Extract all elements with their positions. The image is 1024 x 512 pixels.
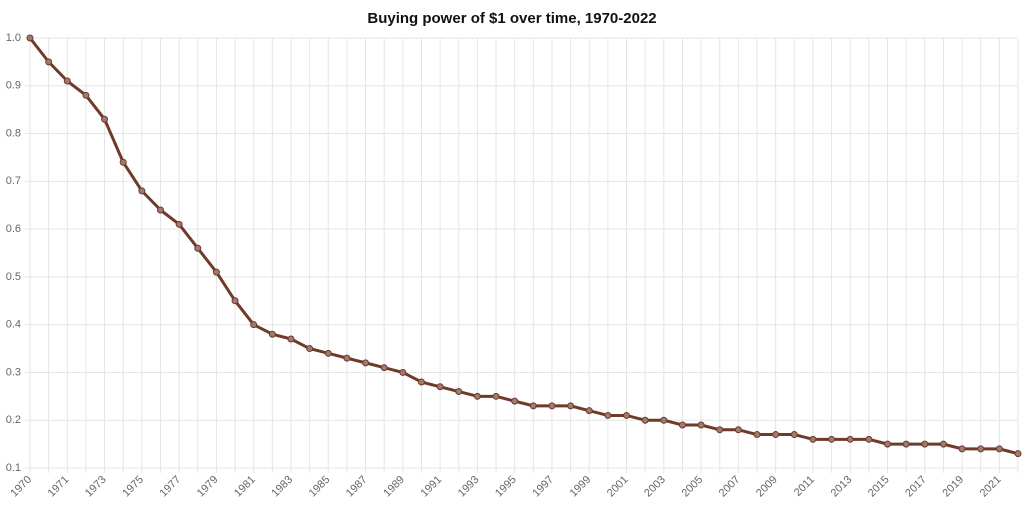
- x-tick-label: 1999: [568, 474, 594, 500]
- x-tick-label: 1991: [418, 474, 444, 500]
- x-tick-label: 1983: [269, 474, 295, 500]
- point: [63, 77, 71, 85]
- x-tick-label: 1993: [456, 474, 482, 500]
- point: [567, 402, 575, 410]
- point: [921, 440, 929, 448]
- point: [511, 397, 519, 405]
- y-tick-label: 0.4: [6, 319, 21, 331]
- y-tick-label: 0.8: [6, 127, 21, 139]
- point: [362, 359, 370, 367]
- point: [82, 91, 90, 99]
- point: [958, 445, 966, 453]
- x-tick-label: 1987: [344, 474, 370, 500]
- point: [436, 383, 444, 391]
- point: [734, 426, 742, 434]
- point: [623, 411, 631, 419]
- chart-title: Buying power of $1 over time, 1970-2022: [367, 10, 656, 27]
- point: [809, 435, 817, 443]
- point: [753, 431, 761, 439]
- point: [287, 335, 295, 343]
- x-tick-label: 1997: [530, 474, 556, 500]
- point: [678, 421, 686, 429]
- y-tick-label: 0.6: [6, 223, 21, 235]
- x-tick-label: 2003: [642, 474, 668, 500]
- point: [119, 158, 127, 166]
- y-tick-label: 0.2: [6, 414, 21, 426]
- y-tick-label: 0.9: [6, 80, 21, 92]
- point: [697, 421, 705, 429]
- x-tick-label: 2019: [940, 474, 966, 500]
- point: [884, 440, 892, 448]
- x-tick-label: 1973: [83, 474, 109, 500]
- point: [26, 34, 34, 42]
- point: [939, 440, 947, 448]
- point: [660, 416, 668, 424]
- point: [641, 416, 649, 424]
- x-tick-label: 1981: [232, 474, 258, 500]
- point: [828, 435, 836, 443]
- point: [977, 445, 985, 453]
- y-tick-label: 0.5: [6, 271, 21, 283]
- y-tick-label: 0.3: [6, 366, 21, 378]
- point: [250, 321, 258, 329]
- x-tick-label: 1979: [195, 474, 221, 500]
- point: [417, 378, 425, 386]
- x-tick-label: 2017: [903, 474, 929, 500]
- point: [101, 115, 109, 123]
- x-tick-label: 1989: [381, 474, 407, 500]
- point: [156, 206, 164, 214]
- point: [455, 388, 463, 396]
- point: [529, 402, 537, 410]
- line: [28, 37, 1019, 456]
- x-tick-label: 2013: [829, 474, 855, 500]
- x-tick-label: 2007: [717, 474, 743, 500]
- y-tick-label: 0.1: [6, 462, 21, 474]
- x-tick-label: 1971: [46, 474, 72, 500]
- point: [995, 445, 1003, 453]
- x-tick-label: 1995: [493, 474, 519, 500]
- point: [716, 426, 724, 434]
- point: [846, 435, 854, 443]
- point: [772, 431, 780, 439]
- x-tick-label: 2011: [792, 474, 817, 499]
- point: [473, 392, 481, 400]
- x-tick-label: 2001: [605, 474, 631, 500]
- point: [324, 349, 332, 357]
- point: [343, 354, 351, 362]
- point: [399, 368, 407, 376]
- point: [231, 297, 239, 305]
- point: [492, 392, 500, 400]
- point: [865, 435, 873, 443]
- point: [194, 244, 202, 252]
- x-tick-label: 1970: [8, 474, 34, 500]
- point: [604, 411, 612, 419]
- point: [548, 402, 556, 410]
- point: [268, 330, 276, 338]
- y-tick-label: 1.0: [6, 32, 21, 44]
- x-tick-label: 2005: [679, 474, 705, 500]
- point: [790, 431, 798, 439]
- x-tick-label: 2021: [978, 474, 1004, 500]
- point: [212, 268, 220, 276]
- point: [585, 407, 593, 415]
- point: [45, 58, 53, 66]
- x-tick-label: 1985: [307, 474, 333, 500]
- y-tick-label: 0.7: [6, 175, 21, 187]
- x-tick-label: 1977: [158, 474, 184, 500]
- x-tick-label: 2009: [754, 474, 780, 500]
- point: [175, 220, 183, 228]
- x-tick-label: 1975: [120, 474, 146, 500]
- point: [306, 345, 314, 353]
- x-tick-label: 2015: [866, 474, 892, 500]
- point: [138, 187, 146, 195]
- point: [380, 364, 388, 372]
- point: [1014, 450, 1022, 458]
- point: [902, 440, 910, 448]
